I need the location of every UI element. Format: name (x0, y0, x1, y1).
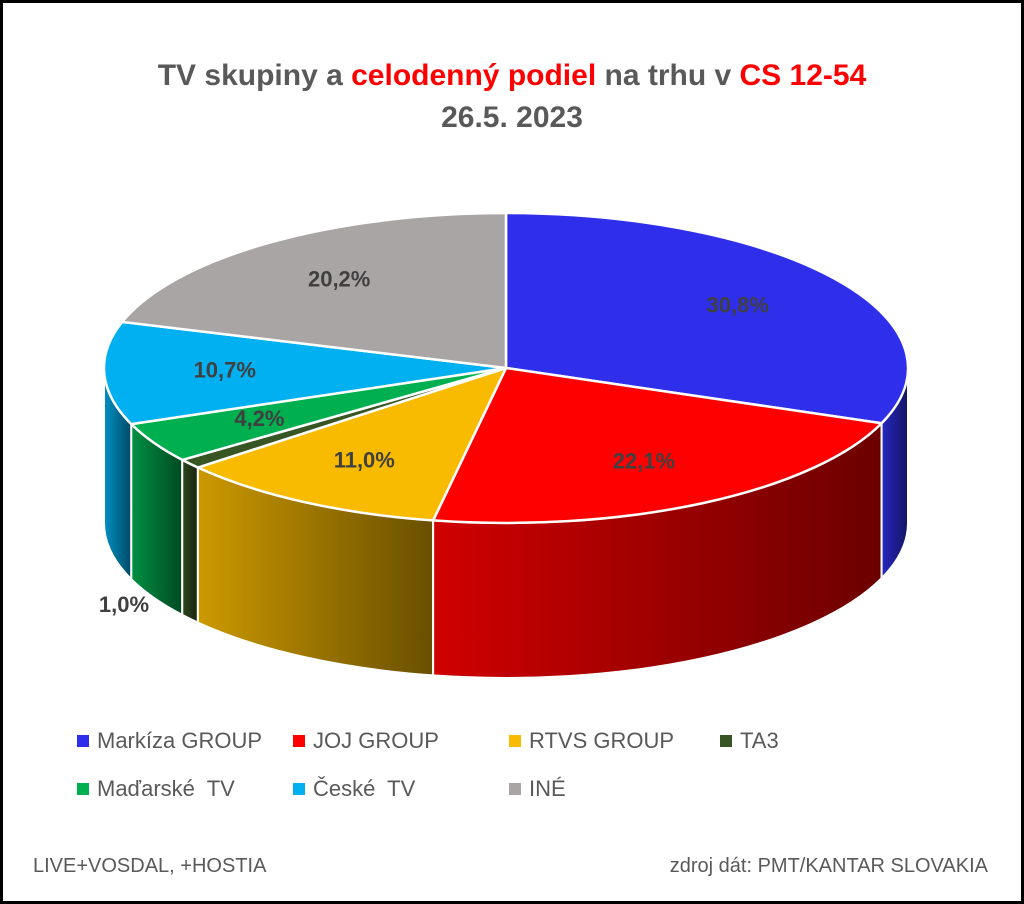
legend-swatch-2 (293, 735, 305, 747)
legend-item-4: TA3 (720, 728, 779, 754)
chart-subtitle: 26.5. 2023 (441, 101, 583, 134)
pie-slice-2 (431, 366, 883, 525)
legend-item-7: INÉ (509, 776, 566, 802)
pie-slice-6 (102, 320, 508, 426)
legend-label-7: INÉ (529, 776, 566, 801)
data-label-3: 11,0% (334, 448, 395, 473)
footer-note: LIVE+VOSDAL, +HOSTIA (33, 855, 267, 877)
legend-label-4: TA3 (740, 728, 779, 753)
chart-title: TV skupiny a celodenný podiel na trhu v … (3, 55, 1021, 139)
footer-source: zdroj dát: PMT/KANTAR SLOVAKIA (669, 855, 988, 877)
legend-item-6: České TV (293, 776, 415, 802)
legend-label-6: České TV (313, 776, 416, 801)
legend-label-1: Markíza GROUP (97, 728, 263, 753)
legend-item-3: RTVS GROUP (509, 728, 674, 754)
pie-slice-1 (504, 211, 910, 425)
title-part-3: na trhu v (596, 59, 740, 92)
legend-item-5: Maďarské TV (77, 776, 235, 802)
data-label-5: 4,2% (234, 406, 284, 431)
legend-label-2: JOJ GROUP (313, 728, 439, 753)
data-label-1: 30,8% (707, 292, 769, 317)
title-highlight-share: celodenný podiel (351, 59, 597, 92)
pie-slice-7 (120, 211, 508, 370)
data-label-6: 10,7% (194, 358, 256, 383)
data-label-4: 1,0% (99, 592, 149, 617)
pie-side-4 (181, 458, 199, 625)
legend-swatch-5 (77, 783, 89, 795)
legend-label-5: Maďarské TV (97, 776, 235, 801)
pie-slice-3 (196, 366, 508, 522)
legend-label-3: RTVS GROUP (529, 728, 675, 753)
legend-swatch-4 (720, 735, 732, 747)
legend-swatch-1 (77, 735, 89, 747)
title-highlight-target: CS 12-54 (739, 59, 867, 92)
legend-item-2: JOJ GROUP (293, 728, 439, 754)
legend-item-1: Markíza GROUP (77, 728, 262, 754)
legend-swatch-3 (509, 735, 521, 747)
data-label-7: 20,2% (308, 266, 370, 291)
title-part-1: TV skupiny a (157, 59, 352, 92)
legend-swatch-6 (293, 783, 305, 795)
legend-swatch-7 (509, 783, 521, 795)
data-label-2: 22,1% (613, 448, 675, 473)
